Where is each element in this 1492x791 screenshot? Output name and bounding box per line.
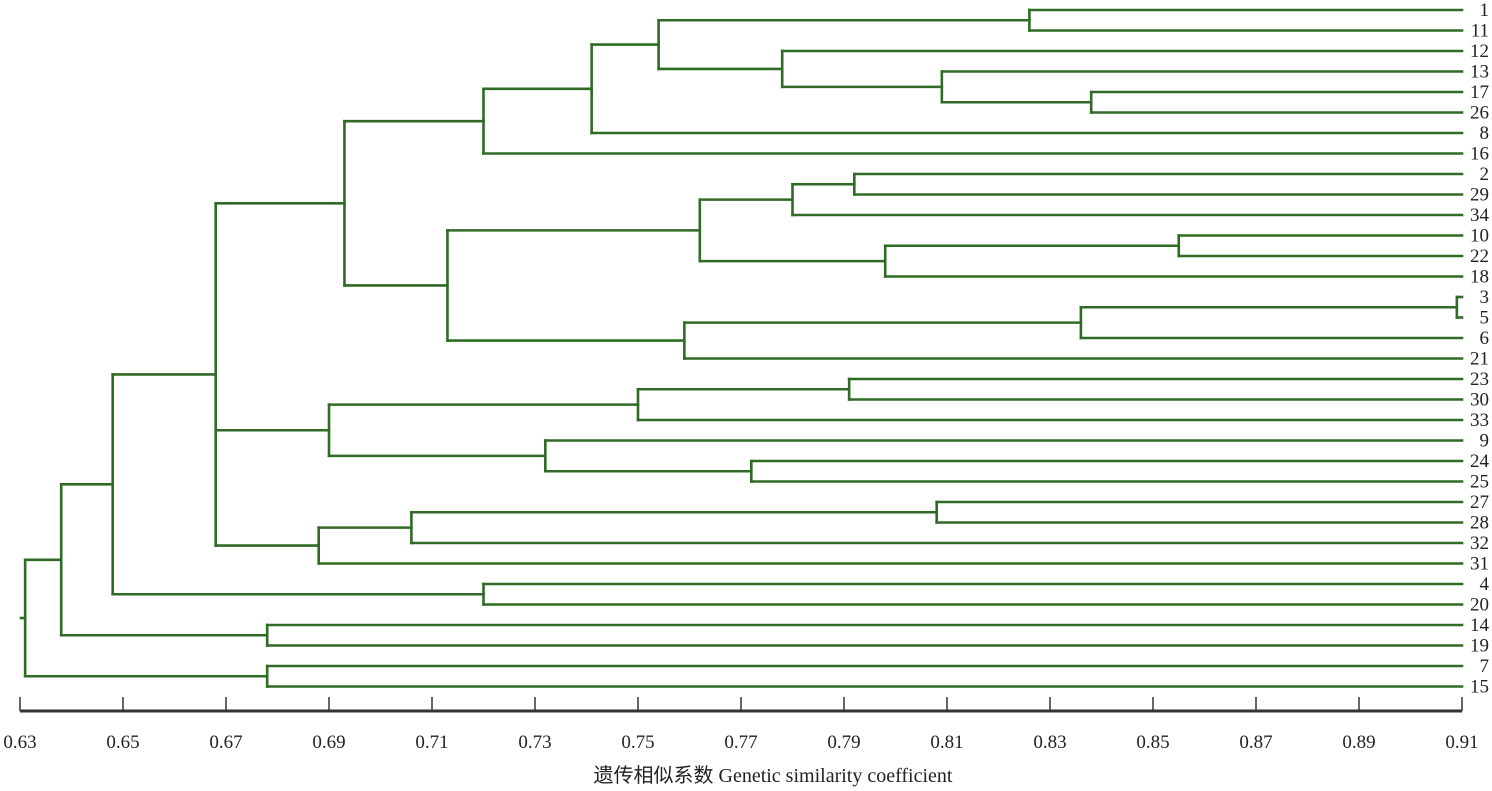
leaf-label-21: 21 (1470, 349, 1489, 370)
leaf-label-23: 23 (1470, 369, 1489, 390)
x-tick-label: 0.87 (1239, 732, 1272, 753)
leaf-label-19: 19 (1470, 636, 1489, 657)
leaf-label-9: 9 (1480, 431, 1490, 452)
leaf-label-16: 16 (1470, 144, 1489, 165)
leaf-label-20: 20 (1470, 595, 1489, 616)
leaf-label-3: 3 (1480, 287, 1490, 308)
leaf-label-27: 27 (1470, 492, 1489, 513)
leaf-label-17: 17 (1470, 82, 1489, 103)
leaf-label-18: 18 (1470, 267, 1489, 288)
x-tick-label: 0.75 (621, 732, 654, 753)
leaf-label-10: 10 (1470, 226, 1489, 247)
leaf-label-29: 29 (1470, 185, 1489, 206)
x-axis: 0.63 0.65 0.67 0.69 0.71 0.73 0.75 0.77 0.79 0.81… (3, 697, 1479, 753)
x-tick-label: 0.63 (3, 732, 36, 753)
x-tick-label: 0.65 (106, 732, 139, 753)
leaf-label-13: 13 (1470, 62, 1489, 83)
leaf-label-6: 6 (1480, 328, 1490, 349)
leaf-label-8: 8 (1480, 123, 1490, 144)
leaf-label-22: 22 (1470, 246, 1489, 267)
x-tick-label: 0.71 (415, 732, 448, 753)
leaf-label-26: 26 (1470, 103, 1489, 124)
leaf-label-15: 15 (1470, 677, 1489, 698)
leaf-label-30: 30 (1470, 390, 1489, 411)
leaf-label-4: 4 (1480, 574, 1490, 595)
dendrogram-branches (19, 8, 1464, 688)
leaf-label-33: 33 (1470, 410, 1489, 431)
leaf-label-24: 24 (1470, 451, 1490, 472)
leaf-label-12: 12 (1470, 41, 1489, 62)
leaf-label-5: 5 (1480, 308, 1490, 329)
leaf-label-32: 32 (1470, 533, 1489, 554)
x-tick-label: 0.69 (312, 732, 345, 753)
x-axis-title: 遗传相似系数 Genetic similarity coefficient (594, 764, 953, 787)
x-tick-label: 0.91 (1445, 732, 1478, 753)
leaf-label-11: 11 (1471, 21, 1489, 42)
x-tick-label: 0.81 (930, 732, 963, 753)
leaf-label-34: 34 (1470, 205, 1490, 226)
leaf-label-28: 28 (1470, 513, 1489, 534)
x-tick-label: 0.73 (518, 732, 551, 753)
leaf-label-25: 25 (1470, 472, 1489, 493)
leaf-label-2: 2 (1480, 164, 1490, 185)
leaf-label-7: 7 (1480, 656, 1490, 677)
x-tick-label: 0.83 (1033, 732, 1066, 753)
x-tick-label: 0.79 (827, 732, 860, 753)
x-tick-label: 0.77 (724, 732, 757, 753)
leaf-label-1: 1 (1480, 0, 1490, 21)
leaf-label-31: 31 (1470, 554, 1489, 575)
leaf-labels: 1111213172681622934102218356212330339242… (1470, 0, 1490, 698)
x-tick-label: 0.85 (1136, 732, 1169, 753)
x-tick-label: 0.89 (1342, 732, 1375, 753)
x-tick-label: 0.67 (209, 732, 242, 753)
leaf-label-14: 14 (1470, 615, 1490, 636)
